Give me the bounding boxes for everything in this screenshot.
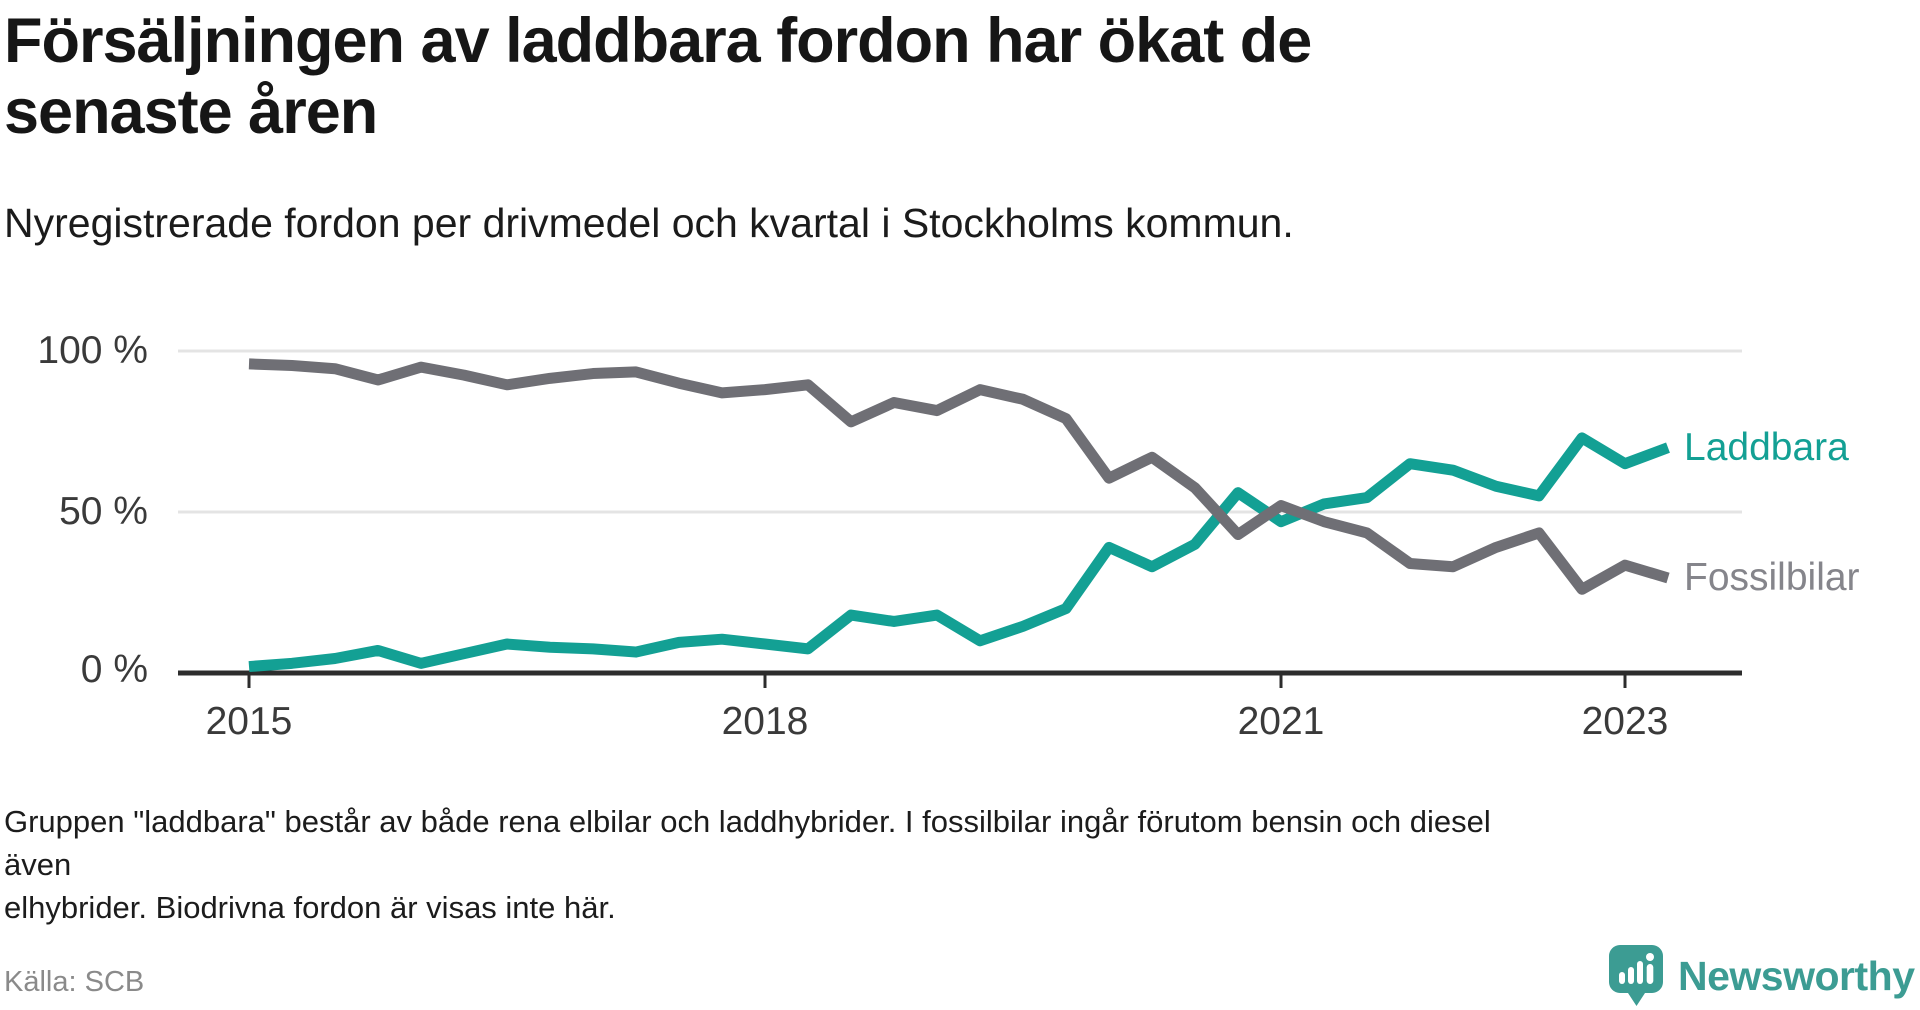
source-note: Källa: SCB xyxy=(4,966,145,998)
x-tick-2021: 2021 xyxy=(1237,700,1325,743)
x-tick-2018: 2018 xyxy=(721,700,809,743)
y-tick-100: 100 % xyxy=(37,329,148,372)
series-label-laddbara: Laddbara xyxy=(1684,425,1849,469)
chart-title: Försäljningen av laddbara fordon har öka… xyxy=(4,6,1312,148)
x-tick-2023: 2023 xyxy=(1581,700,1669,743)
newsworthy-logo: Newsworthy xyxy=(1608,944,1915,1008)
footnote-line-1: Gruppen "laddbara" består av både rena e… xyxy=(4,804,1491,882)
chart-subtitle: Nyregistrerade fordon per drivmedel och … xyxy=(4,200,1294,246)
y-tick-0: 0 % xyxy=(80,648,148,691)
chart-footnote: Gruppen "laddbara" består av både rena e… xyxy=(4,800,1564,929)
newsworthy-pin-icon xyxy=(1609,945,1663,1006)
series-label-fossilbilar: Fossilbilar xyxy=(1684,556,1860,599)
footnote-line-2: elhybrider. Biodrivna fordon är visas in… xyxy=(4,890,616,925)
y-tick-50: 50 % xyxy=(59,490,148,533)
line-fossilbilar xyxy=(248,358,1670,595)
line-laddbara xyxy=(248,432,1670,673)
x-tick-2015: 2015 xyxy=(205,700,293,743)
newsworthy-wordmark: Newsworthy xyxy=(1678,953,1915,999)
